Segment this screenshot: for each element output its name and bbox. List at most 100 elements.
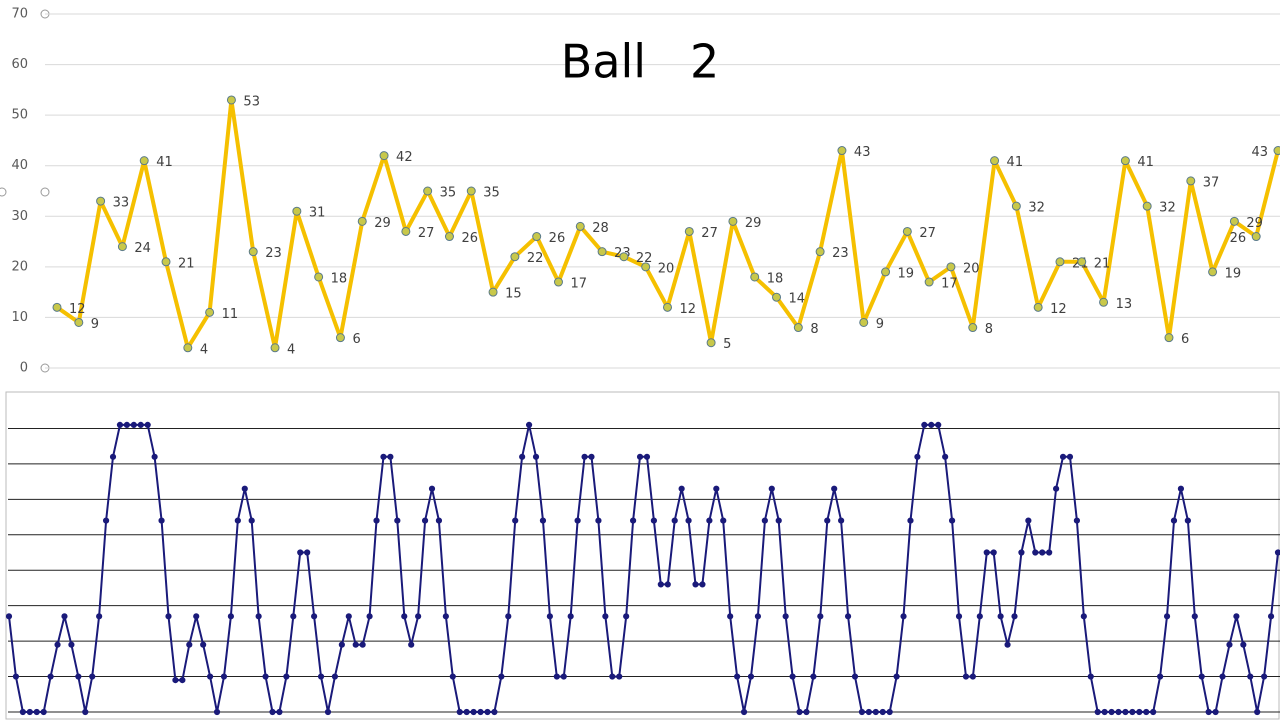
data-point bbox=[158, 517, 165, 524]
data-point bbox=[858, 708, 866, 716]
data-point bbox=[643, 453, 651, 460]
data-point bbox=[213, 708, 221, 716]
data-point bbox=[893, 673, 900, 680]
data-point bbox=[772, 292, 782, 302]
data-label: 20 bbox=[963, 261, 980, 276]
data-point bbox=[116, 421, 124, 428]
data-point bbox=[1018, 549, 1025, 556]
data-label: 9 bbox=[876, 317, 884, 332]
data-point bbox=[754, 613, 762, 620]
data-point bbox=[983, 549, 990, 556]
data-point bbox=[539, 517, 547, 524]
data-point bbox=[872, 708, 879, 716]
data-point bbox=[838, 517, 845, 524]
data-point bbox=[1240, 641, 1247, 648]
data-point bbox=[137, 421, 144, 428]
y-tick-label: 70 bbox=[11, 7, 28, 22]
data-label: 41 bbox=[156, 155, 173, 170]
data-point bbox=[1052, 485, 1060, 492]
data-label: 31 bbox=[309, 206, 326, 221]
data-label: 26 bbox=[461, 231, 478, 246]
data-point bbox=[109, 453, 117, 460]
data-point bbox=[512, 517, 519, 524]
data-label: 21 bbox=[178, 256, 195, 271]
data-label: 53 bbox=[243, 94, 260, 109]
data-point bbox=[935, 421, 942, 428]
data-point bbox=[394, 517, 401, 524]
data-point bbox=[12, 673, 20, 680]
data-point bbox=[602, 613, 609, 620]
data-label: 35 bbox=[483, 186, 500, 201]
data-label: 9 bbox=[91, 317, 99, 332]
data-point bbox=[179, 677, 186, 684]
data-point bbox=[581, 453, 588, 460]
data-label: 42 bbox=[396, 150, 413, 165]
data-point bbox=[269, 708, 276, 716]
y-tick-label: 30 bbox=[11, 209, 28, 224]
data-point bbox=[423, 186, 433, 196]
data-label: 12 bbox=[69, 302, 86, 317]
data-point bbox=[1212, 708, 1219, 716]
data-point bbox=[1073, 517, 1081, 524]
data-point bbox=[186, 641, 193, 648]
data-point bbox=[435, 517, 443, 524]
data-label: 26 bbox=[549, 231, 566, 246]
data-point bbox=[837, 146, 847, 156]
data-point bbox=[824, 517, 831, 524]
data-label: 19 bbox=[898, 266, 915, 281]
data-point bbox=[139, 156, 149, 166]
data-point bbox=[290, 613, 297, 620]
data-point bbox=[575, 221, 585, 231]
data-point bbox=[1274, 549, 1280, 556]
data-point bbox=[335, 333, 345, 343]
data-label: 6 bbox=[352, 332, 360, 347]
data-point bbox=[727, 613, 734, 620]
data-point bbox=[1208, 267, 1218, 277]
data-point bbox=[1099, 297, 1109, 307]
data-point bbox=[595, 517, 602, 524]
data-point bbox=[1198, 673, 1205, 680]
y-tick-label: 20 bbox=[11, 259, 28, 274]
data-point bbox=[359, 641, 366, 648]
data-point bbox=[997, 613, 1004, 620]
data-label: 8 bbox=[985, 322, 993, 337]
data-point bbox=[1101, 708, 1108, 716]
data-point bbox=[1136, 708, 1143, 716]
data-point bbox=[734, 673, 741, 680]
data-point bbox=[747, 673, 755, 680]
data-point bbox=[532, 232, 542, 242]
data-point bbox=[1120, 156, 1130, 166]
data-label: 12 bbox=[1050, 302, 1067, 317]
data-label: 24 bbox=[134, 241, 151, 256]
data-point bbox=[387, 453, 394, 460]
data-point bbox=[421, 517, 429, 524]
data-point bbox=[357, 216, 367, 226]
data-point bbox=[68, 641, 75, 648]
data-point bbox=[415, 613, 422, 620]
data-point bbox=[1184, 517, 1191, 524]
data-point bbox=[1267, 613, 1275, 620]
data-point bbox=[761, 517, 768, 524]
data-point bbox=[924, 277, 934, 287]
data-label: 4 bbox=[287, 342, 295, 357]
data-point bbox=[165, 613, 172, 620]
data-point bbox=[713, 485, 720, 492]
data-point bbox=[664, 581, 671, 588]
data-point bbox=[484, 708, 491, 716]
data-point bbox=[948, 517, 956, 524]
data-point bbox=[532, 453, 540, 460]
data-point bbox=[1170, 517, 1178, 524]
data-label: 29 bbox=[374, 216, 391, 231]
data-point bbox=[1032, 549, 1039, 556]
data-point bbox=[276, 708, 283, 716]
data-point bbox=[609, 673, 616, 680]
data-point bbox=[907, 517, 914, 524]
data-point bbox=[844, 613, 852, 620]
data-point bbox=[817, 613, 824, 620]
data-point bbox=[505, 613, 512, 620]
data-label: 14 bbox=[789, 292, 806, 307]
data-point bbox=[1033, 302, 1043, 312]
data-point bbox=[40, 708, 47, 716]
data-point bbox=[227, 613, 235, 620]
